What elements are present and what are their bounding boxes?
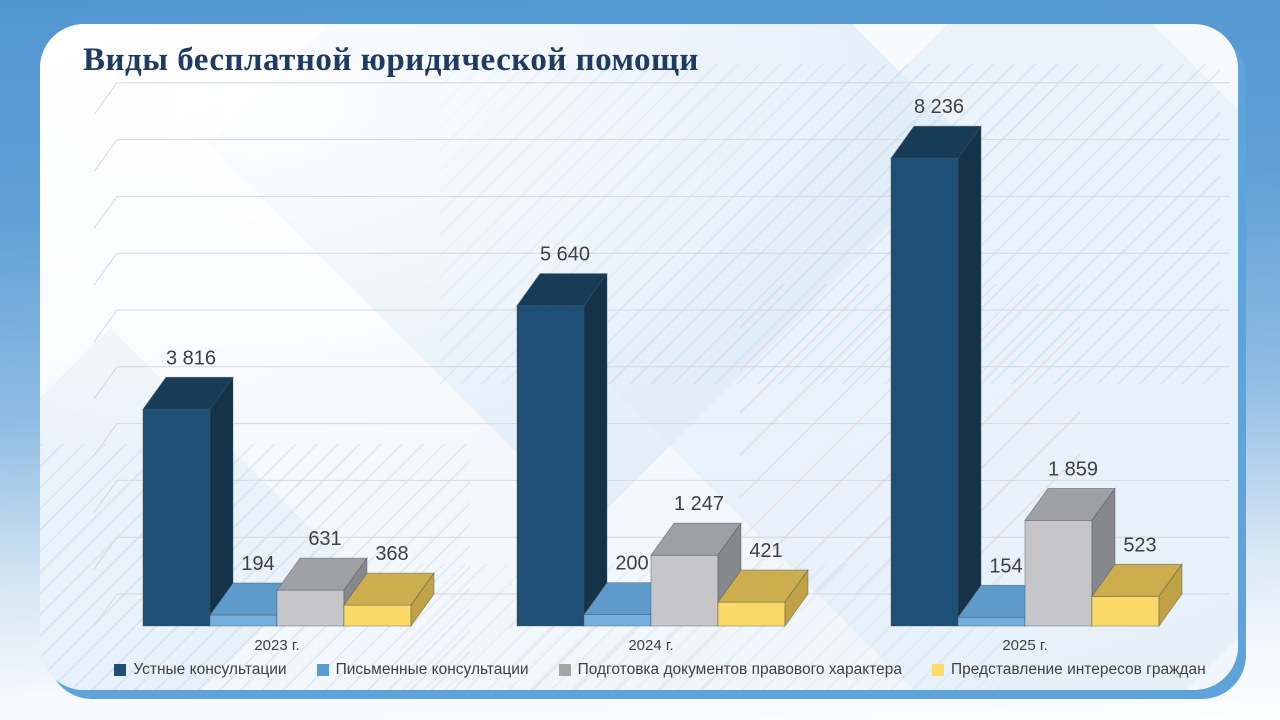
category-label: 2025 г. — [1002, 637, 1047, 654]
value-label: 1 859 — [1048, 458, 1098, 480]
legend-item: Подготовка документов правового характер… — [558, 661, 903, 679]
gridline-depth-segment — [93, 139, 118, 172]
bar-face-side — [784, 568, 809, 628]
bar-face-side — [583, 272, 608, 628]
value-label: 3 816 — [166, 347, 216, 369]
gridline-depth-segment — [93, 252, 118, 286]
value-label: 523 — [1123, 534, 1156, 556]
legend-item: Представление интересов граждан — [932, 661, 1206, 679]
bar-face-front — [583, 614, 652, 627]
gridline-depth-segment — [93, 82, 118, 116]
bar-face-side — [1158, 563, 1183, 628]
value-label: 5 640 — [540, 244, 590, 266]
bar-face-front — [957, 616, 1026, 627]
value-label: 1 247 — [674, 493, 724, 515]
gridline-depth-segment — [93, 309, 118, 343]
bar-face-front — [276, 589, 345, 627]
value-label: 631 — [308, 528, 341, 550]
legend-label: Подготовка документов правового характер… — [577, 661, 903, 678]
legend-label: Устные консультации — [133, 661, 287, 678]
value-label: 194 — [241, 553, 274, 575]
bar-face-front — [1024, 520, 1093, 627]
legend-item: Устные консультации — [114, 661, 287, 679]
legend-label: Представление интересов граждан — [951, 661, 1206, 678]
gridline-depth-segment — [93, 423, 118, 456]
bar-face-front — [717, 601, 786, 627]
value-label: 421 — [749, 540, 782, 562]
bar-face-side — [410, 571, 435, 628]
bar-face-front — [142, 408, 211, 627]
bar-face-front — [650, 554, 719, 627]
gridline-depth-segment — [93, 593, 118, 627]
legend-swatch — [558, 664, 571, 676]
gridline-depth-segment — [93, 536, 118, 570]
gridline-depth-segment — [93, 196, 118, 229]
gridline-depth-segment — [93, 480, 118, 513]
category-label: 2023 г. — [254, 637, 299, 654]
value-label: 154 — [989, 555, 1022, 577]
bar-face-front — [890, 157, 959, 627]
value-label: 200 — [615, 553, 648, 575]
category-label: 2024 г. — [628, 637, 673, 654]
bar-face-front — [516, 305, 585, 627]
legend-item: Письменные консультации — [316, 661, 529, 679]
chart-legend: Устные консультации Письменные консультац… — [110, 661, 1210, 679]
bar-face-side — [957, 124, 982, 628]
legend-label: Письменные консультации — [335, 661, 529, 678]
value-label: 8 236 — [914, 96, 964, 118]
value-label: 368 — [375, 543, 408, 565]
legend-swatch — [932, 664, 945, 676]
bar-face-front — [343, 604, 412, 627]
bar-face-front — [209, 614, 278, 627]
bar-face-front — [1091, 595, 1160, 627]
slide-title: Виды бесплатной юридической помощи — [83, 42, 699, 78]
legend-swatch — [316, 664, 329, 676]
legend-swatch — [114, 664, 127, 676]
gridline-depth-segment — [93, 366, 118, 400]
